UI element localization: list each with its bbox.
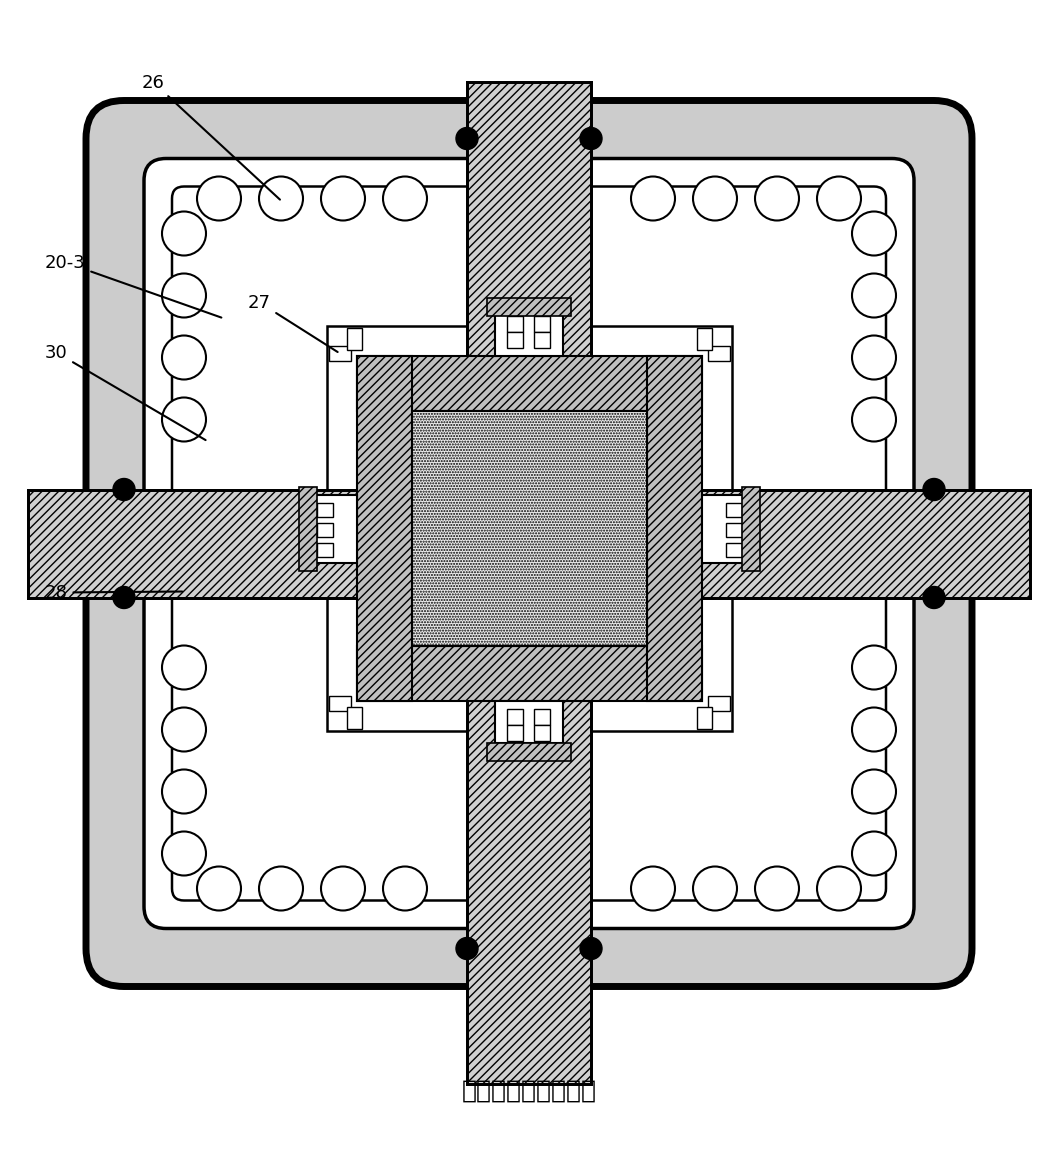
Circle shape [321,867,365,911]
Circle shape [113,479,135,501]
Bar [467,82,591,489]
Bar [507,709,523,725]
Bar [298,487,316,571]
Bar [742,487,760,571]
Bar [316,543,332,557]
Circle shape [693,177,737,220]
Circle shape [852,212,896,255]
Bar [696,329,711,350]
Circle shape [631,867,675,911]
Circle shape [852,832,896,876]
Circle shape [197,867,241,911]
Bar [726,543,742,557]
Circle shape [755,177,799,220]
Circle shape [580,127,602,149]
Bar [357,356,701,411]
Bar [701,494,744,563]
Circle shape [923,586,945,608]
Bar [124,489,199,598]
Bar [412,411,646,647]
Bar [487,743,571,761]
Text: 27: 27 [248,294,338,352]
FancyBboxPatch shape [172,186,886,901]
Bar [357,647,701,701]
Text: 26: 26 [142,73,280,199]
Bar [534,332,550,348]
Bar [328,346,350,361]
Circle shape [852,274,896,318]
Circle shape [162,832,206,876]
FancyBboxPatch shape [144,158,914,929]
Circle shape [693,867,737,911]
Bar [534,316,550,332]
Circle shape [383,867,427,911]
Circle shape [817,867,861,911]
Circle shape [162,397,206,442]
Bar [487,298,571,316]
Circle shape [162,336,206,380]
Text: 20-3: 20-3 [45,254,221,318]
Bar [708,696,730,711]
Circle shape [852,397,896,442]
Circle shape [162,770,206,813]
Bar [646,356,701,701]
Bar [467,874,591,949]
Circle shape [197,177,241,220]
Circle shape [852,645,896,690]
Bar [357,356,412,701]
Bar [507,725,523,741]
Bar [316,522,332,537]
Bar [495,315,563,356]
Circle shape [162,212,206,255]
Bar [328,696,350,711]
Circle shape [755,867,799,911]
Circle shape [817,177,861,220]
Bar [347,707,362,729]
Bar [467,598,591,1083]
Bar [726,502,742,516]
Circle shape [162,645,206,690]
Text: 真三轴高压室俯视图: 真三轴高压室俯视图 [461,1079,597,1102]
Bar [327,326,731,730]
Bar [495,701,563,743]
Circle shape [321,177,365,220]
Circle shape [852,336,896,380]
Bar [534,709,550,725]
Circle shape [580,938,602,960]
Bar [314,494,357,563]
Circle shape [259,177,303,220]
Circle shape [852,707,896,751]
Circle shape [923,479,945,501]
Bar [28,489,467,598]
FancyBboxPatch shape [86,100,972,987]
Circle shape [631,177,675,220]
Bar [591,489,1030,598]
Circle shape [162,274,206,318]
Circle shape [162,707,206,751]
Bar [708,346,730,361]
Circle shape [113,586,135,608]
Bar [316,502,332,516]
Circle shape [852,770,896,813]
Circle shape [383,177,427,220]
Bar [347,329,362,350]
Text: 30: 30 [45,344,205,440]
Bar [726,522,742,537]
Circle shape [259,867,303,911]
Text: 28: 28 [45,584,182,601]
Bar [696,707,711,729]
Circle shape [456,127,478,149]
Bar [534,725,550,741]
Circle shape [456,938,478,960]
Bar [507,332,523,348]
Bar [507,316,523,332]
Bar [859,489,935,598]
Bar [467,139,591,213]
